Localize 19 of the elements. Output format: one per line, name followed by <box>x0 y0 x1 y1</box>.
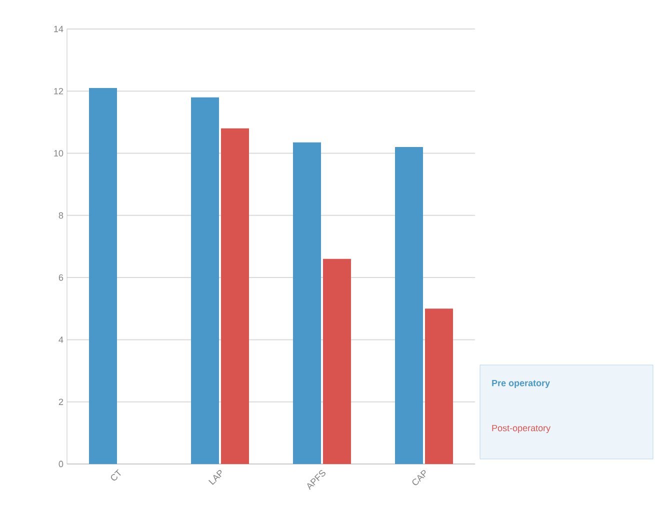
y-tick-label: 6 <box>58 274 64 281</box>
y-tick-label: 10 <box>54 150 64 156</box>
y-tick-label: 0 <box>58 460 64 468</box>
bar <box>221 128 250 464</box>
y-tick-label: 2 <box>58 398 64 405</box>
bar <box>191 97 220 464</box>
bar <box>89 88 118 464</box>
y-tick-label: 14 <box>54 26 64 32</box>
y-tick-label: 8 <box>58 212 64 219</box>
bar <box>323 258 352 464</box>
text: Pre operatory <box>492 380 550 388</box>
x-tick-label: CT <box>111 469 121 480</box>
text: Post-operatory <box>492 424 551 434</box>
x-tick-label: LAP <box>208 470 222 485</box>
bar <box>293 142 321 464</box>
bar <box>425 308 453 464</box>
y-tick-label: 4 <box>58 336 64 343</box>
y-tick-label: 12 <box>54 88 64 94</box>
bar <box>395 147 423 464</box>
